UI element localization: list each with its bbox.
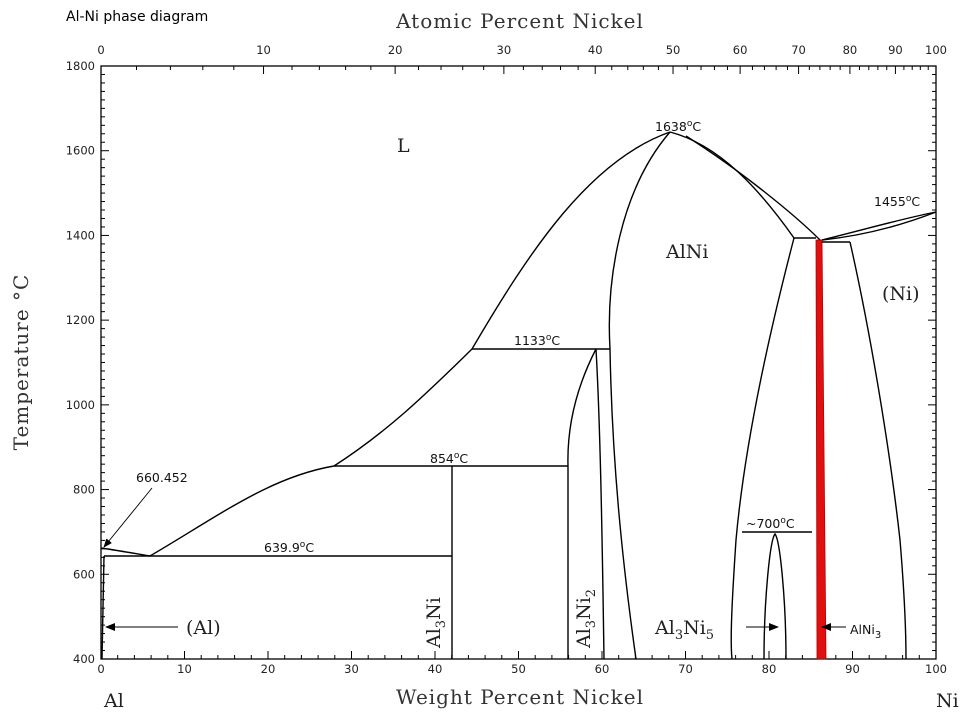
temp-700-label: ~700oC [746,516,795,531]
x-tick-label: 30 [344,662,359,676]
x-tick-label: 80 [762,662,777,676]
axis-ticks [100,65,937,660]
al3ni-phase-label: Al3Ni [423,597,449,649]
y-tick-label: 1200 [66,313,95,327]
temp-1638-label: 1638oC [655,119,701,134]
left-axis-title: Temperature °C [9,274,33,451]
y-tick-label: 1400 [66,228,95,242]
x-tick-label: 0 [97,662,104,676]
y-tick-labels: 400 600 800 1000 1200 1400 1600 1800 [66,59,95,666]
ni-solidus [821,211,937,241]
top-tick-label: 90 [888,43,903,57]
phase-boundaries [100,131,937,660]
liquidus-ni-side-upper [669,131,795,239]
liquidus-al-side [149,131,671,557]
top-tick-label: 60 [733,43,748,57]
top-tick-label: 100 [925,43,947,57]
y-tick-label: 600 [73,567,95,581]
top-tick-label: 0 [97,43,104,57]
ni-end-label: Ni [936,690,959,712]
x-tick-label: 10 [177,662,192,676]
alni3-highlight-region [815,239,827,660]
top-axis-title: Atomic Percent Nickel [395,9,644,33]
x-tick-label: 70 [678,662,693,676]
top-tick-label: 80 [843,43,858,57]
top-tick-label: 70 [791,43,806,57]
ni-liquidus [821,211,937,241]
top-tick-label: 50 [666,43,681,57]
x-tick-label: 20 [261,662,276,676]
x-tick-label: 100 [925,662,947,676]
alni3-phase-label: AlNi3 [850,622,881,641]
melting-point-arrow [103,487,153,548]
top-tick-label: 20 [388,43,403,57]
y-tick-label: 1600 [66,144,95,158]
temp-854-label: 854oC [430,451,468,466]
temp-660-label: 660.452 [136,470,188,485]
alni-phase-label: AlNi [665,241,709,263]
al3ni5-phase-label: Al3Ni5 [654,617,714,643]
top-tick-labels: 0 10 20 30 40 50 60 70 80 90 100 [97,43,947,57]
top-tick-label: 40 [588,43,603,57]
al3ni2-left [567,348,597,659]
x-tick-label: 40 [428,662,443,676]
top-tick-label: 30 [497,43,512,57]
diagram-title: Al-Ni phase diagram [66,9,208,25]
al-end-label: Al [103,690,124,712]
y-tick-label: 800 [73,483,95,497]
al3ni5-dome [763,532,787,660]
x-tick-labels: 0 10 20 30 40 50 60 70 80 90 100 [97,662,947,676]
temp-1455-label: 1455oC [874,194,920,209]
x-tick-label: 90 [845,662,860,676]
top-tick-label: 10 [256,43,271,57]
y-tick-label: 400 [73,652,95,666]
alni-right-boundary [730,237,795,660]
y-tick-label: 1000 [66,398,95,412]
temp-639-label: 639.9oC [264,540,314,555]
ni-solvus [849,241,907,660]
plot-frame [100,65,937,660]
al3ni2-phase-label: Al3Ni2 [573,589,599,649]
bottom-axis-title: Weight Percent Nickel [396,685,644,709]
liquidus-ni-side-lower [685,135,821,241]
al-phase-label: (Al) [186,617,221,639]
alni-left-boundary [608,131,671,660]
al3ni2-right [595,348,605,660]
liquid-phase-label: L [397,135,410,157]
al-solvus [101,555,105,660]
x-tick-label: 50 [511,662,526,676]
y-tick-label: 1800 [66,59,95,73]
temp-1133-label: 1133oC [514,333,560,348]
al-liquidus [100,547,151,557]
ni-phase-label: (Ni) [882,283,920,305]
x-tick-label: 60 [595,662,610,676]
